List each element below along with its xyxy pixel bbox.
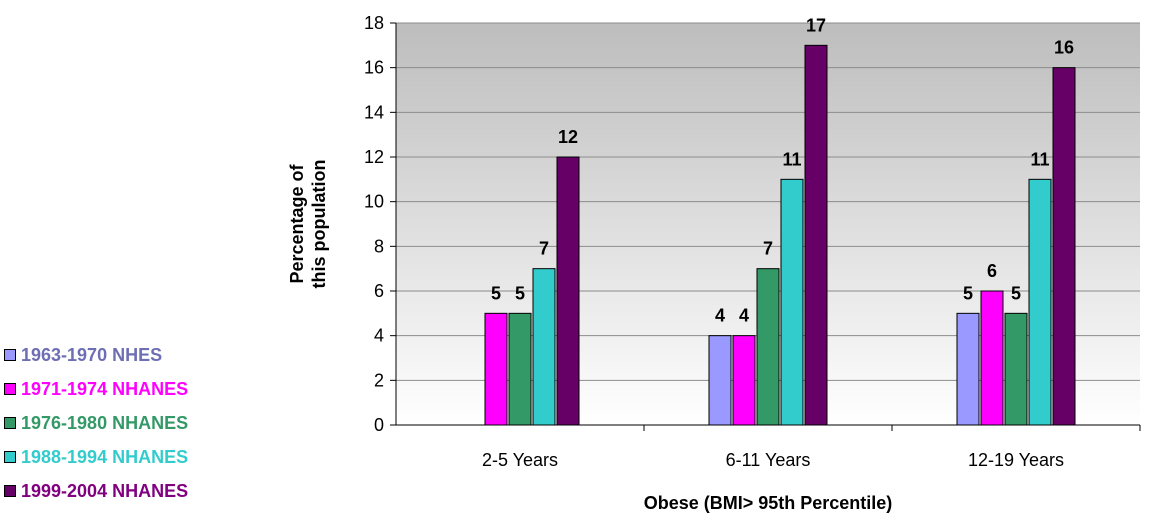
legend-label: 1976-1980 NHANES xyxy=(21,412,189,433)
bar xyxy=(556,156,580,426)
x-tick-label: 6-11 Years xyxy=(726,450,811,470)
bar xyxy=(1004,312,1028,426)
legend-label: 1988-1994 NHANES xyxy=(21,446,189,467)
y-tick-label: 4 xyxy=(374,326,384,346)
bar xyxy=(1052,67,1076,426)
y-axis-title: Percentage of this population xyxy=(287,160,329,289)
bar xyxy=(804,44,828,426)
legend-swatch xyxy=(4,383,16,395)
data-label: 11 xyxy=(1030,149,1049,169)
data-label: 7 xyxy=(763,239,773,259)
x-tick-label: 2-5 Years xyxy=(482,450,558,470)
x-tick-label: 12-19 Years xyxy=(968,450,1064,470)
data-label: 4 xyxy=(739,306,749,326)
y-tick-label: 16 xyxy=(364,58,384,78)
y-tick-label: 18 xyxy=(364,13,384,33)
bar xyxy=(980,290,1004,426)
data-label: 5 xyxy=(491,283,501,303)
y-tick-label: 0 xyxy=(374,415,384,435)
y-tick-label: 8 xyxy=(374,236,384,256)
data-label: 5 xyxy=(515,283,525,303)
y-tick-label: 6 xyxy=(374,281,384,301)
legend-item: 1971-1974 NHANES xyxy=(4,372,188,406)
data-label: 5 xyxy=(963,283,973,303)
legend-item: 1976-1980 NHANES xyxy=(4,406,188,440)
data-label: 16 xyxy=(1054,38,1074,58)
data-label: 4 xyxy=(715,306,725,326)
y-tick-label: 14 xyxy=(364,102,384,122)
x-axis-title: Obese (BMI> 95th Percentile) xyxy=(644,493,893,513)
legend-label: 1963-1970 NHES xyxy=(21,344,163,365)
legend-label: 1999-2004 NHANES xyxy=(21,480,189,501)
legend-item: 1999-2004 NHANES xyxy=(4,474,188,508)
bar xyxy=(956,312,980,426)
legend-label: 1971-1974 NHANES xyxy=(21,378,189,399)
legend-swatch xyxy=(4,485,16,497)
data-label: 6 xyxy=(987,261,997,281)
legend-item: 1963-1970 NHES xyxy=(4,338,188,372)
data-label: 12 xyxy=(558,127,578,147)
legend: 1963-1970 NHES 1971-1974 NHANES 1976-1980 … xyxy=(4,338,188,508)
bar xyxy=(508,312,532,426)
y-tick-label: 10 xyxy=(364,192,384,212)
bar xyxy=(756,268,780,426)
y-tick-label: 2 xyxy=(374,370,384,390)
bar xyxy=(532,268,556,426)
data-label: 7 xyxy=(539,239,549,259)
bar xyxy=(732,335,756,426)
bar xyxy=(780,178,804,426)
data-label: 5 xyxy=(1011,283,1021,303)
axes: 0 2 4 6 8 10 12 14 16 18 2-5 Years 6-11 Years 12-19 … xyxy=(364,13,1141,470)
data-label: 11 xyxy=(782,149,801,169)
y-axis-title-line: this population xyxy=(309,160,329,289)
legend-swatch xyxy=(4,417,16,429)
bar xyxy=(708,335,732,426)
legend-item: 1988-1994 NHANES xyxy=(4,440,188,474)
bar xyxy=(1028,178,1052,426)
y-axis-title-line: Percentage of xyxy=(287,163,307,283)
y-tick-label: 12 xyxy=(364,147,384,167)
bar xyxy=(484,312,508,426)
legend-swatch xyxy=(4,349,16,361)
legend-swatch xyxy=(4,451,16,463)
data-label: 17 xyxy=(806,15,826,35)
